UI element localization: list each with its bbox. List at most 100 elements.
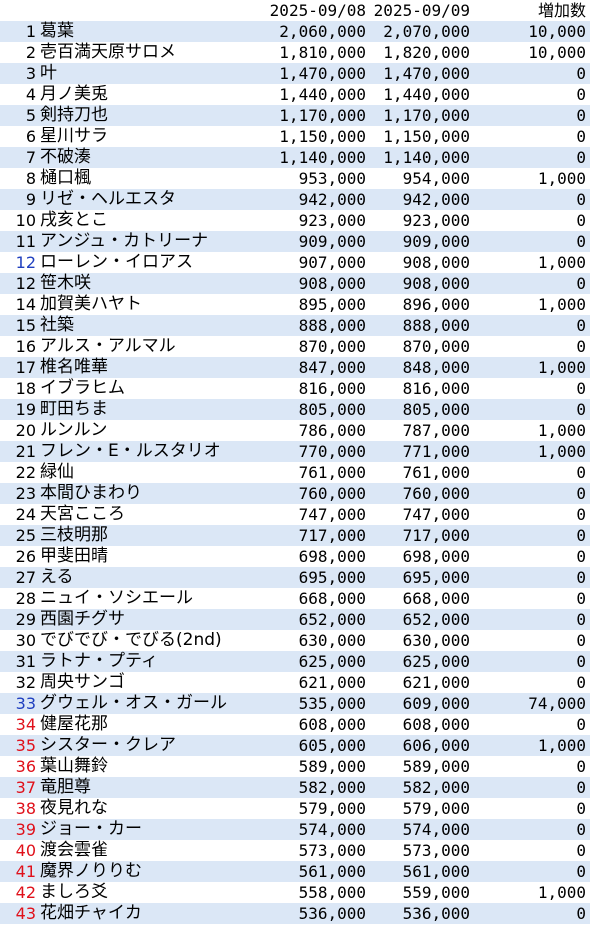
name-cell: 竜胆尊 bbox=[40, 777, 91, 797]
value-date-2-cell: 816,000 bbox=[402, 379, 470, 398]
value-date-1-cell: 574,000 bbox=[298, 820, 366, 839]
increase-cell: 0 bbox=[576, 841, 586, 860]
name-cell: アルス・アルマル bbox=[40, 336, 176, 356]
table-row: 23 本間ひまわり 760,000 760,000 0 bbox=[0, 483, 590, 504]
name-cell: 椎名唯華 bbox=[40, 357, 108, 377]
value-date-2-cell: 954,000 bbox=[402, 169, 470, 188]
rank-cell: 36 bbox=[15, 757, 36, 776]
value-date-2-cell: 2,070,000 bbox=[383, 22, 470, 41]
table-row: 10 戌亥とこ 923,000 923,000 0 bbox=[0, 210, 590, 231]
value-date-2-cell: 1,470,000 bbox=[383, 64, 470, 83]
value-date-2-cell: 625,000 bbox=[402, 652, 470, 671]
value-date-2-cell: 888,000 bbox=[402, 316, 470, 335]
name-cell: ラトナ・プティ bbox=[40, 651, 158, 671]
table-row: 18 イブラヒム 816,000 816,000 0 bbox=[0, 378, 590, 399]
rank-cell: 30 bbox=[15, 631, 36, 650]
value-date-1-cell: 1,440,000 bbox=[279, 85, 366, 104]
rank-cell: 3 bbox=[25, 64, 36, 83]
rank-cell: 6 bbox=[25, 127, 36, 146]
value-date-1-cell: 1,140,000 bbox=[279, 148, 366, 167]
rank-cell: 1 bbox=[25, 22, 36, 41]
value-date-2-cell: 536,000 bbox=[402, 904, 470, 923]
value-date-2-cell: 747,000 bbox=[402, 505, 470, 524]
name-cell: 葛葉 bbox=[40, 21, 74, 41]
value-date-2-cell: 787,000 bbox=[402, 421, 470, 440]
value-date-2-cell: 717,000 bbox=[402, 526, 470, 545]
table-row: 27 える 695,000 695,000 0 bbox=[0, 567, 590, 588]
table-row: 15 社築 888,000 888,000 0 bbox=[0, 315, 590, 336]
rank-cell: 34 bbox=[15, 715, 36, 734]
name-cell: ニュイ・ソシエール bbox=[40, 588, 193, 608]
rank-cell: 29 bbox=[15, 610, 36, 629]
value-date-1-cell: 717,000 bbox=[298, 526, 366, 545]
name-cell: 叶 bbox=[40, 63, 57, 83]
rank-cell: 10 bbox=[15, 211, 36, 230]
value-date-2-cell: 923,000 bbox=[402, 211, 470, 230]
name-cell: 夜見れな bbox=[40, 798, 108, 818]
rank-cell: 43 bbox=[15, 904, 36, 923]
name-cell: シスター・クレア bbox=[40, 735, 176, 755]
value-date-2-cell: 574,000 bbox=[402, 820, 470, 839]
rank-cell: 23 bbox=[15, 484, 36, 503]
increase-cell: 0 bbox=[576, 85, 586, 104]
value-date-2-cell: 579,000 bbox=[402, 799, 470, 818]
value-date-2-cell: 606,000 bbox=[402, 736, 470, 755]
name-cell: 葉山舞鈴 bbox=[40, 756, 108, 776]
rank-cell: 39 bbox=[15, 820, 36, 839]
name-cell: 町田ちま bbox=[40, 399, 108, 419]
value-date-1-cell: 786,000 bbox=[298, 421, 366, 440]
rank-cell: 2 bbox=[25, 43, 36, 62]
name-cell: ジョー・カー bbox=[40, 819, 142, 839]
value-date-1-cell: 1,170,000 bbox=[279, 106, 366, 125]
table-row: 28 ニュイ・ソシエール 668,000 668,000 0 bbox=[0, 588, 590, 609]
increase-cell: 0 bbox=[576, 463, 586, 482]
value-date-2-cell: 1,820,000 bbox=[383, 43, 470, 62]
increase-cell: 0 bbox=[576, 190, 586, 209]
value-date-1-cell: 535,000 bbox=[298, 694, 366, 713]
table-row: 7 不破湊 1,140,000 1,140,000 0 bbox=[0, 147, 590, 168]
rank-cell: 35 bbox=[15, 736, 36, 755]
rank-cell: 38 bbox=[15, 799, 36, 818]
value-date-1-cell: 1,150,000 bbox=[279, 127, 366, 146]
value-date-1-cell: 536,000 bbox=[298, 904, 366, 923]
table-row: 5 剣持刀也 1,170,000 1,170,000 0 bbox=[0, 105, 590, 126]
rank-cell: 12 bbox=[15, 253, 36, 272]
rank-cell: 24 bbox=[15, 505, 36, 524]
value-date-1-cell: 605,000 bbox=[298, 736, 366, 755]
rank-cell: 11 bbox=[15, 232, 36, 251]
value-date-2-cell: 582,000 bbox=[402, 778, 470, 797]
value-date-2-cell: 630,000 bbox=[402, 631, 470, 650]
table-row: 40 渡会雲雀 573,000 573,000 0 bbox=[0, 840, 590, 861]
rank-cell: 28 bbox=[15, 589, 36, 608]
table-row: 17 椎名唯華 847,000 848,000 1,000 bbox=[0, 357, 590, 378]
table-row: 36 葉山舞鈴 589,000 589,000 0 bbox=[0, 756, 590, 777]
value-date-1-cell: 695,000 bbox=[298, 568, 366, 587]
value-date-1-cell: 805,000 bbox=[298, 400, 366, 419]
increase-cell: 0 bbox=[576, 64, 586, 83]
rank-cell: 42 bbox=[15, 883, 36, 902]
name-cell: 壱百満天原サロメ bbox=[40, 42, 176, 62]
name-cell: 甲斐田晴 bbox=[40, 546, 108, 566]
name-cell: ましろ爻 bbox=[40, 882, 108, 902]
header-date-1: 2025-09/08 bbox=[269, 1, 366, 20]
table-row: 12 ローレン・イロアス 907,000 908,000 1,000 bbox=[0, 252, 590, 273]
value-date-1-cell: 2,060,000 bbox=[279, 22, 366, 41]
value-date-1-cell: 907,000 bbox=[298, 253, 366, 272]
table-row: 32 周央サンゴ 621,000 621,000 0 bbox=[0, 672, 590, 693]
increase-cell: 74,000 bbox=[528, 694, 586, 713]
value-date-1-cell: 573,000 bbox=[298, 841, 366, 860]
rank-cell: 40 bbox=[15, 841, 36, 860]
value-date-1-cell: 923,000 bbox=[298, 211, 366, 230]
increase-cell: 0 bbox=[576, 211, 586, 230]
value-date-1-cell: 582,000 bbox=[298, 778, 366, 797]
value-date-2-cell: 1,170,000 bbox=[383, 106, 470, 125]
name-cell: 緑仙 bbox=[40, 462, 74, 482]
value-date-1-cell: 579,000 bbox=[298, 799, 366, 818]
value-date-1-cell: 908,000 bbox=[298, 274, 366, 293]
name-cell: でびでび・でびる(2nd) bbox=[40, 630, 222, 650]
table-row: 8 樋口楓 953,000 954,000 1,000 bbox=[0, 168, 590, 189]
value-date-2-cell: 896,000 bbox=[402, 295, 470, 314]
table-row: 21 フレン・E・ルスタリオ 770,000 771,000 1,000 bbox=[0, 441, 590, 462]
header-increase: 増加数 bbox=[537, 1, 586, 20]
name-cell: ローレン・イロアス bbox=[40, 252, 193, 272]
